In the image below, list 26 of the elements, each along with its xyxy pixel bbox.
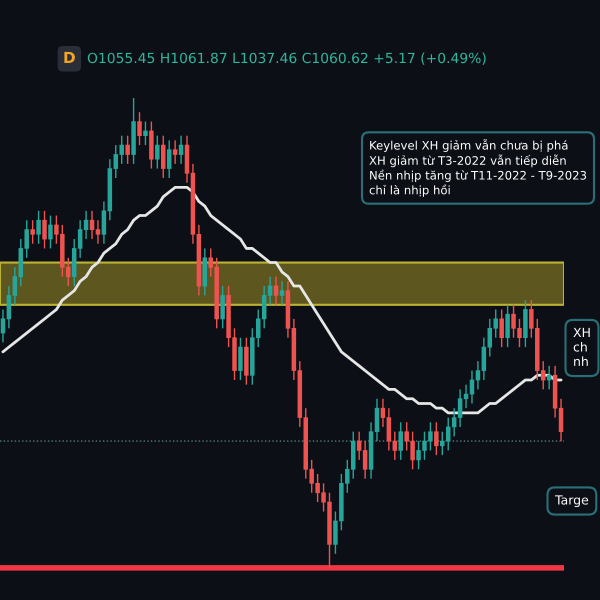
candlestick [499, 308, 504, 348]
candlestick [280, 280, 284, 306]
candlestick [546, 365, 552, 390]
text: XH ch nh [573, 328, 590, 366]
candlestick [161, 134, 166, 179]
candlestick [155, 134, 160, 170]
annotation: Targe [554, 495, 588, 508]
candlestick [178, 134, 184, 165]
chart-subtitle: O1055.45 H1061.87 L1037.46 C1060.62 +5.17 (+0.49%) [88, 52, 486, 65]
candlestick [505, 304, 510, 348]
candlestick [274, 276, 278, 306]
candlestick [125, 134, 130, 165]
candlestick [143, 120, 148, 146]
candlestick [238, 337, 243, 381]
candlestick [220, 285, 225, 329]
candlestick [172, 140, 178, 165]
chart-title: D [64, 52, 75, 63]
candlestick [398, 422, 403, 461]
candlestick [42, 210, 47, 250]
candlestick [48, 214, 53, 250]
annotation: Keylevel XH giảm vẫn chưa bị phá XH giảm từ T3-2022 vẫn tiếp diễn Nền nhịp tăng từ T11-2022 - T9-2023 chỉ là nhịp hồi [369, 139, 586, 197]
candlestick [166, 140, 172, 179]
candlestick [137, 111, 142, 146]
candlestick [30, 220, 35, 244]
candlestick [434, 422, 439, 456]
candlestick [36, 210, 41, 244]
